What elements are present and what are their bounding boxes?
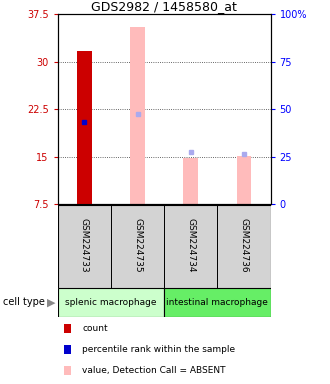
Text: ▶: ▶ xyxy=(47,297,55,308)
Text: count: count xyxy=(82,324,108,333)
Bar xyxy=(77,51,92,204)
Text: GSM224734: GSM224734 xyxy=(186,218,195,272)
Text: cell type: cell type xyxy=(3,297,45,308)
Bar xyxy=(130,27,145,204)
Title: GDS2982 / 1458580_at: GDS2982 / 1458580_at xyxy=(91,0,237,13)
Text: intestinal macrophage: intestinal macrophage xyxy=(166,298,268,307)
Bar xyxy=(58,205,111,288)
Bar xyxy=(164,288,271,317)
Bar xyxy=(58,288,164,317)
Bar xyxy=(164,205,217,288)
Bar xyxy=(183,158,198,204)
Text: GSM224736: GSM224736 xyxy=(240,218,248,272)
Text: percentile rank within the sample: percentile rank within the sample xyxy=(82,345,236,354)
Text: GSM224733: GSM224733 xyxy=(80,218,89,272)
Text: GSM224735: GSM224735 xyxy=(133,218,142,272)
Bar xyxy=(217,205,271,288)
Text: splenic macrophage: splenic macrophage xyxy=(65,298,157,307)
Text: value, Detection Call = ABSENT: value, Detection Call = ABSENT xyxy=(82,366,226,375)
Bar xyxy=(111,205,164,288)
Bar xyxy=(237,156,251,204)
